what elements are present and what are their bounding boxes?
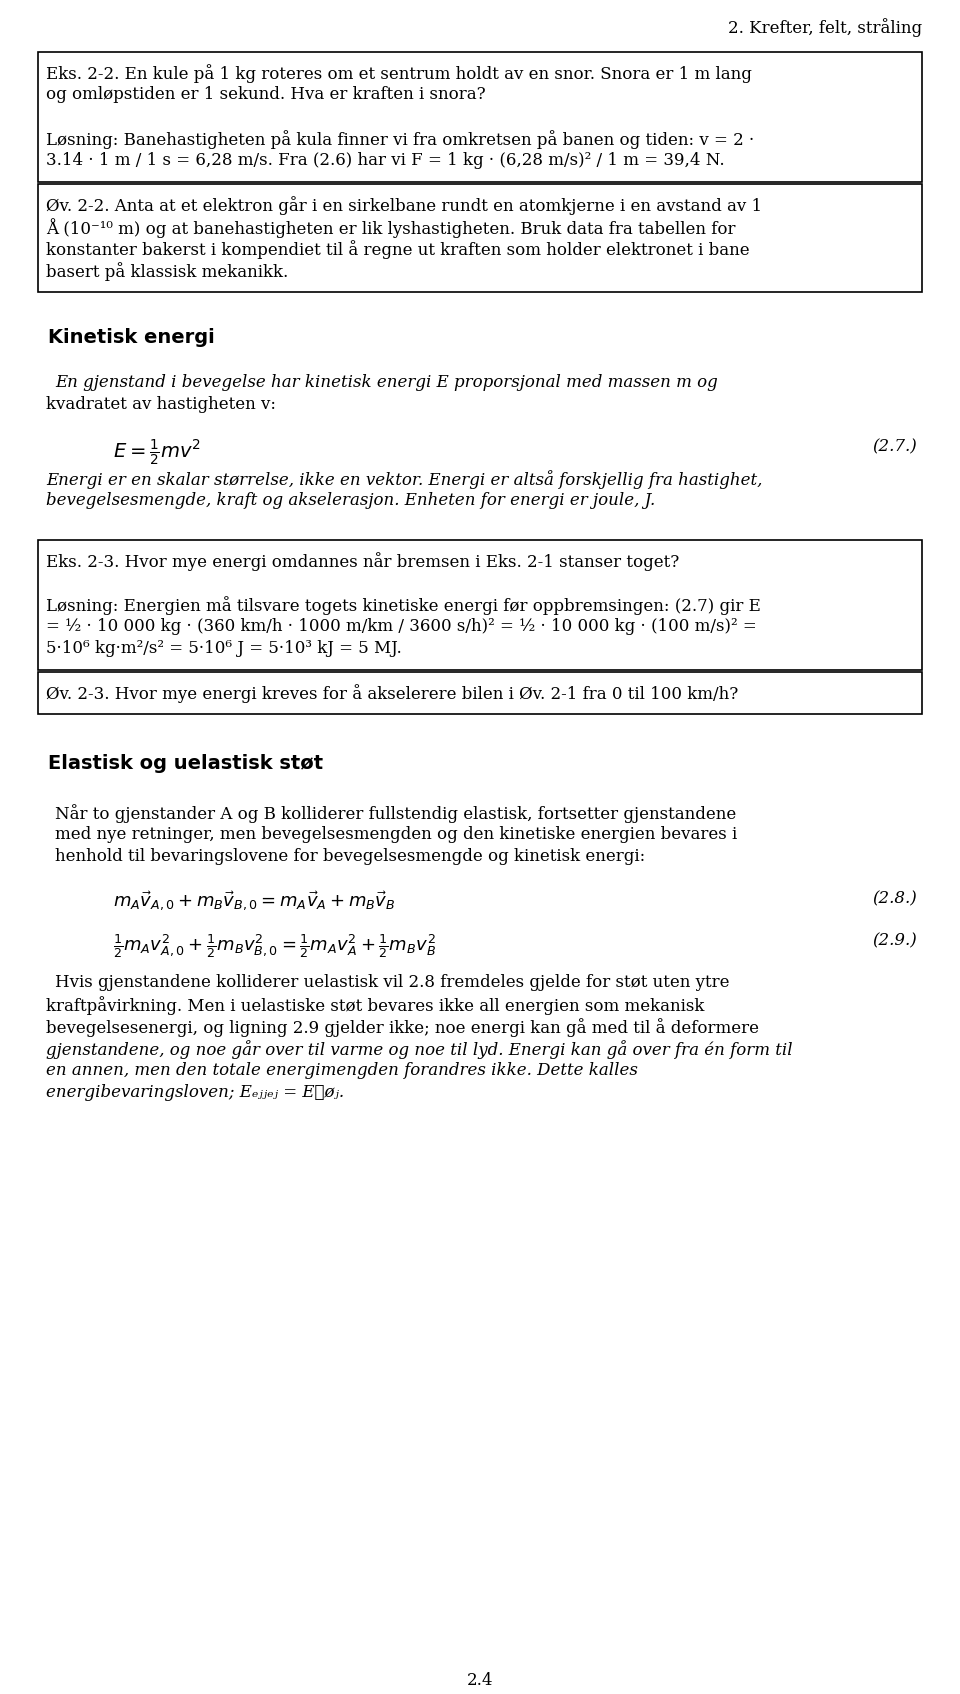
Text: bevegelsesenergi, og ligning 2.9 gjelder ikke; noe energi kan gå med til å defor: bevegelsesenergi, og ligning 2.9 gjelder… xyxy=(46,1018,759,1037)
Text: en annen, men den totale energimengden forandres ikke. Dette kalles: en annen, men den totale energimengden f… xyxy=(46,1062,637,1079)
FancyBboxPatch shape xyxy=(38,53,922,181)
Text: Eks. 2-3. Hvor mye energi omdannes når bremsen i Eks. 2-1 stanser toget?: Eks. 2-3. Hvor mye energi omdannes når b… xyxy=(46,552,680,571)
Text: 2. Krefter, felt, stråling: 2. Krefter, felt, stråling xyxy=(728,19,922,37)
Text: gjenstandene, og noe går over til varme og noe til lyd. Energi kan gå over fra é: gjenstandene, og noe går over til varme … xyxy=(46,1040,793,1059)
Text: 5·10⁶ kg·m²/s² = 5·10⁶ J = 5·10³ kJ = 5 MJ.: 5·10⁶ kg·m²/s² = 5·10⁶ J = 5·10³ kJ = 5 … xyxy=(46,640,401,657)
Text: (2.7.): (2.7.) xyxy=(873,439,917,456)
Text: En gjenstand i bevegelse har kinetisk energi E proporsjonal med massen m og: En gjenstand i bevegelse har kinetisk en… xyxy=(55,374,718,391)
Text: $m_A\vec{v}_{A,0} + m_B\vec{v}_{B,0} = m_A\vec{v}_A + m_B\vec{v}_B$: $m_A\vec{v}_{A,0} + m_B\vec{v}_{B,0} = m… xyxy=(113,889,396,913)
Text: Løsning: Energien må tilsvare togets kinetiske energi før oppbremsingen: (2.7) g: Løsning: Energien må tilsvare togets kin… xyxy=(46,596,761,615)
Text: bevegelsesmengde, kraft og akselerasjon. Enheten for energi er joule, J.: bevegelsesmengde, kraft og akselerasjon.… xyxy=(46,491,656,508)
Text: 3.14 · 1 m / 1 s = 6,28 m/s. Fra (2.6) har vi F = 1 kg · (6,28 m/s)² / 1 m = 39,: 3.14 · 1 m / 1 s = 6,28 m/s. Fra (2.6) h… xyxy=(46,152,725,169)
FancyBboxPatch shape xyxy=(38,540,922,671)
Text: 2.4: 2.4 xyxy=(467,1672,493,1689)
Text: og omløpstiden er 1 sekund. Hva er kraften i snora?: og omløpstiden er 1 sekund. Hva er kraft… xyxy=(46,86,486,103)
Text: Løsning: Banehastigheten på kula finner vi fra omkretsen på banen og tiden: v = : Løsning: Banehastigheten på kula finner … xyxy=(46,130,755,149)
Text: (2.9.): (2.9.) xyxy=(873,932,917,949)
Text: Hvis gjenstandene kolliderer uelastisk vil 2.8 fremdeles gjelde for støt uten yt: Hvis gjenstandene kolliderer uelastisk v… xyxy=(55,974,730,991)
FancyBboxPatch shape xyxy=(38,185,922,291)
Text: Øv. 2-2. Anta at et elektron går i en sirkelbane rundt en atomkjerne i en avstan: Øv. 2-2. Anta at et elektron går i en si… xyxy=(46,197,762,215)
Text: Når to gjenstander A og B kolliderer fullstendig elastisk, fortsetter gjenstande: Når to gjenstander A og B kolliderer ful… xyxy=(55,805,736,823)
Text: Å (10⁻¹⁰ m) og at banehastigheten er lik lyshastigheten. Bruk data fra tabellen : Å (10⁻¹⁰ m) og at banehastigheten er lik… xyxy=(46,219,735,237)
Text: (2.8.): (2.8.) xyxy=(873,889,917,906)
Text: Kinetisk energi: Kinetisk energi xyxy=(48,329,215,347)
Text: konstanter bakerst i kompendiet til å regne ut kraften som holder elektronet i b: konstanter bakerst i kompendiet til å re… xyxy=(46,241,750,259)
Text: basert på klassisk mekanikk.: basert på klassisk mekanikk. xyxy=(46,263,288,281)
Text: Elastisk og uelastisk støt: Elastisk og uelastisk støt xyxy=(48,754,324,772)
Text: kraftpåvirkning. Men i uelastiske støt bevares ikke all energien som mekanisk: kraftpåvirkning. Men i uelastiske støt b… xyxy=(46,996,705,1015)
Text: = ½ · 10 000 kg · (360 km/h · 1000 m/km / 3600 s/h)² = ½ · 10 000 kg · (100 m/s): = ½ · 10 000 kg · (360 km/h · 1000 m/km … xyxy=(46,618,756,635)
Text: $\frac{1}{2}m_A v_{A,0}^2 + \frac{1}{2}m_B v_{B,0}^2 = \frac{1}{2}m_A v_A^2 + \f: $\frac{1}{2}m_A v_{A,0}^2 + \frac{1}{2}m… xyxy=(113,932,436,960)
FancyBboxPatch shape xyxy=(38,673,922,713)
Text: Øv. 2-3. Hvor mye energi kreves for å akselerere bilen i Øv. 2-1 fra 0 til 100 k: Øv. 2-3. Hvor mye energi kreves for å ak… xyxy=(46,684,738,703)
Text: henhold til bevaringslovene for bevegelsesmengde og kinetisk energi:: henhold til bevaringslovene for bevegels… xyxy=(55,849,645,866)
Text: Energi er en skalar størrelse, ikke en vektor. Energi er altså forskjellig fra h: Energi er en skalar størrelse, ikke en v… xyxy=(46,469,762,490)
Text: med nye retninger, men bevegelsesmengden og den kinetiske energien bevares i: med nye retninger, men bevegelsesmengden… xyxy=(55,827,737,844)
Text: $E = \frac{1}{2}mv^2$: $E = \frac{1}{2}mv^2$ xyxy=(113,439,201,468)
Text: Eks. 2-2. En kule på 1 kg roteres om et sentrum holdt av en snor. Snora er 1 m l: Eks. 2-2. En kule på 1 kg roteres om et … xyxy=(46,64,752,83)
Text: energibevaringsloven; Eₑⱼⱼₑⱼ = E℀øⱼ.: energibevaringsloven; Eₑⱼⱼₑⱼ = E℀øⱼ. xyxy=(46,1084,344,1101)
Text: kvadratet av hastigheten v:: kvadratet av hastigheten v: xyxy=(46,396,276,413)
